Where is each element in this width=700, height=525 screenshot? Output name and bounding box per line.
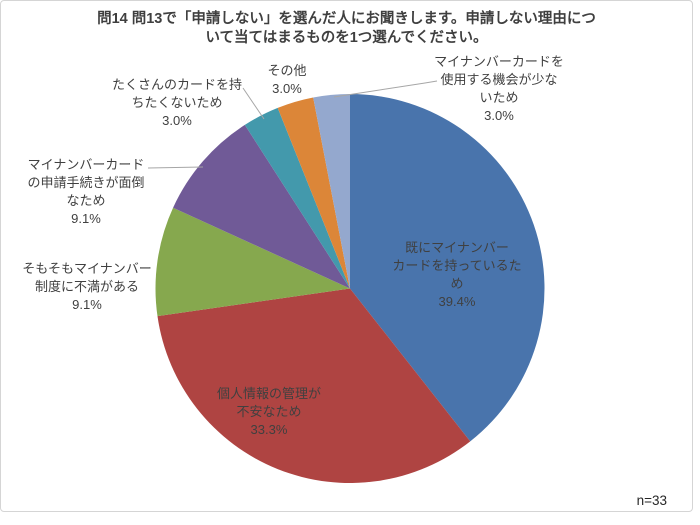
chart-title: 問14 問13で「申請しない」を選んだ人にお聞きします。申請しない理由につ いて… [0,10,693,48]
pie-slice-few-usage-opportunities [313,94,350,289]
leader-line-0 [147,166,204,169]
pie-slice-already-have-card [350,94,545,442]
leader-line-1 [242,87,265,120]
pie-slice-application-procedure-troublesome [173,124,350,289]
pie-slice-dissatisfied-with-system [155,207,350,317]
chart-title-line2: いて当てはまるものを1つ選んでください。 [205,30,488,46]
pie-slice-too-many-cards [244,107,350,289]
leader-line-2 [333,80,438,98]
pie-slice-other [277,97,350,289]
chart-title-line1: 問14 問13で「申請しない」を選んだ人にお聞きします。申請しない理由につ [97,11,596,27]
sample-size-label: n=33 [636,493,667,508]
pie-slice-privacy-concern [157,288,471,484]
